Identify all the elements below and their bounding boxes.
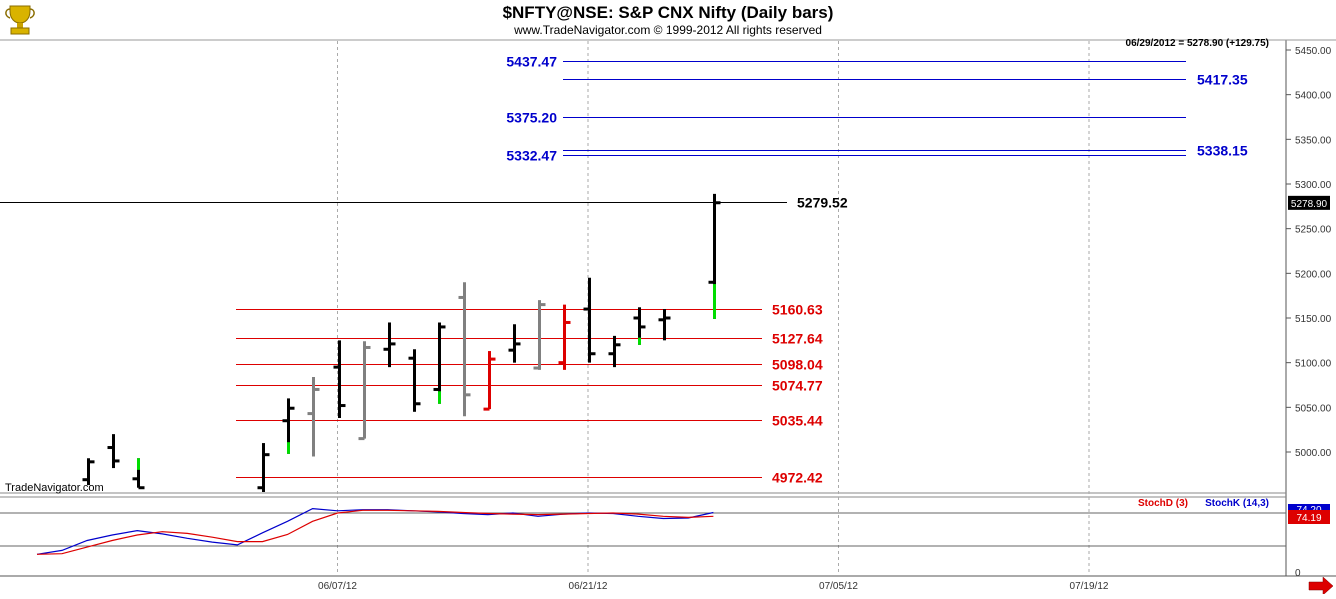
y-tick-label: 5250.00 [1295,225,1332,236]
level-label: 5332.47 [506,148,557,164]
x-tick-label: 06/07/12 [318,581,357,592]
level-label: 4972.42 [772,470,823,486]
stochd-value-label: 74.19 [1296,513,1321,524]
stochd-line [36,509,714,555]
level-label: 5437.47 [506,54,557,70]
y-tick-label: 5100.00 [1295,359,1332,370]
level-label: 5127.64 [772,331,823,347]
level-label: 5074.77 [772,378,823,394]
bars-layer [82,193,721,492]
y-tick-label: 5350.00 [1295,135,1332,146]
axis-layer: 5450.00 5400.00 5350.00 5300.00 5250.00 5200.… [318,46,1332,592]
y-tick-label: 5200.00 [1295,269,1332,280]
y-tick-label: 5150.00 [1295,314,1332,325]
y-tick-label: 5300.00 [1295,180,1332,191]
trophy-icon [5,5,35,35]
y-tick-label: 5000.00 [1295,448,1332,459]
x-tick-label: 07/19/12 [1070,581,1109,592]
level-label: 5098.04 [772,357,823,373]
grid-layer [337,41,1090,576]
price-readout: 06/29/2012 = 5278.90 (+129.75) [1126,38,1269,49]
x-tick-label: 06/21/12 [569,581,608,592]
levels-layer: 5437.47 5417.35 5375.20 5338.15 5332.47 5279.… [0,54,1248,486]
stochastic-pane: 074.2074.19 [0,504,1330,579]
copyright-text: www.TradeNavigator.com © 1999-2012 All r… [513,23,822,37]
level-label: 5035.44 [772,413,823,429]
last-price-tag [1288,195,1330,210]
legend-stochd: StochD (3) [1138,498,1188,509]
level-label: 5338.15 [1197,143,1248,159]
level-label: 5279.52 [797,195,848,211]
stochd-value-tag [1288,510,1330,524]
stoch-zero-label: 0 [1295,568,1301,579]
level-label: 5375.20 [506,110,557,126]
level-label: 5160.63 [772,302,823,318]
last-price-label: 5278.90 [1291,199,1328,210]
legend-stochk: StochK (14,3) [1205,498,1269,509]
y-tick-label: 5450.00 [1295,46,1332,57]
y-tick-label: 5050.00 [1295,403,1332,414]
y-axis-panel [1286,40,1336,576]
level-label: 5417.35 [1197,72,1248,88]
y-tick-label: 5400.00 [1295,91,1332,102]
chart-title: $NFTY@NSE: S&P CNX Nifty (Daily bars) [503,3,834,22]
stochk-value-tag [1288,504,1330,514]
x-tick-label: 07/05/12 [819,581,858,592]
scroll-right-arrow-icon[interactable] [1308,576,1334,596]
watermark-text: TradeNavigator.com [5,482,104,494]
